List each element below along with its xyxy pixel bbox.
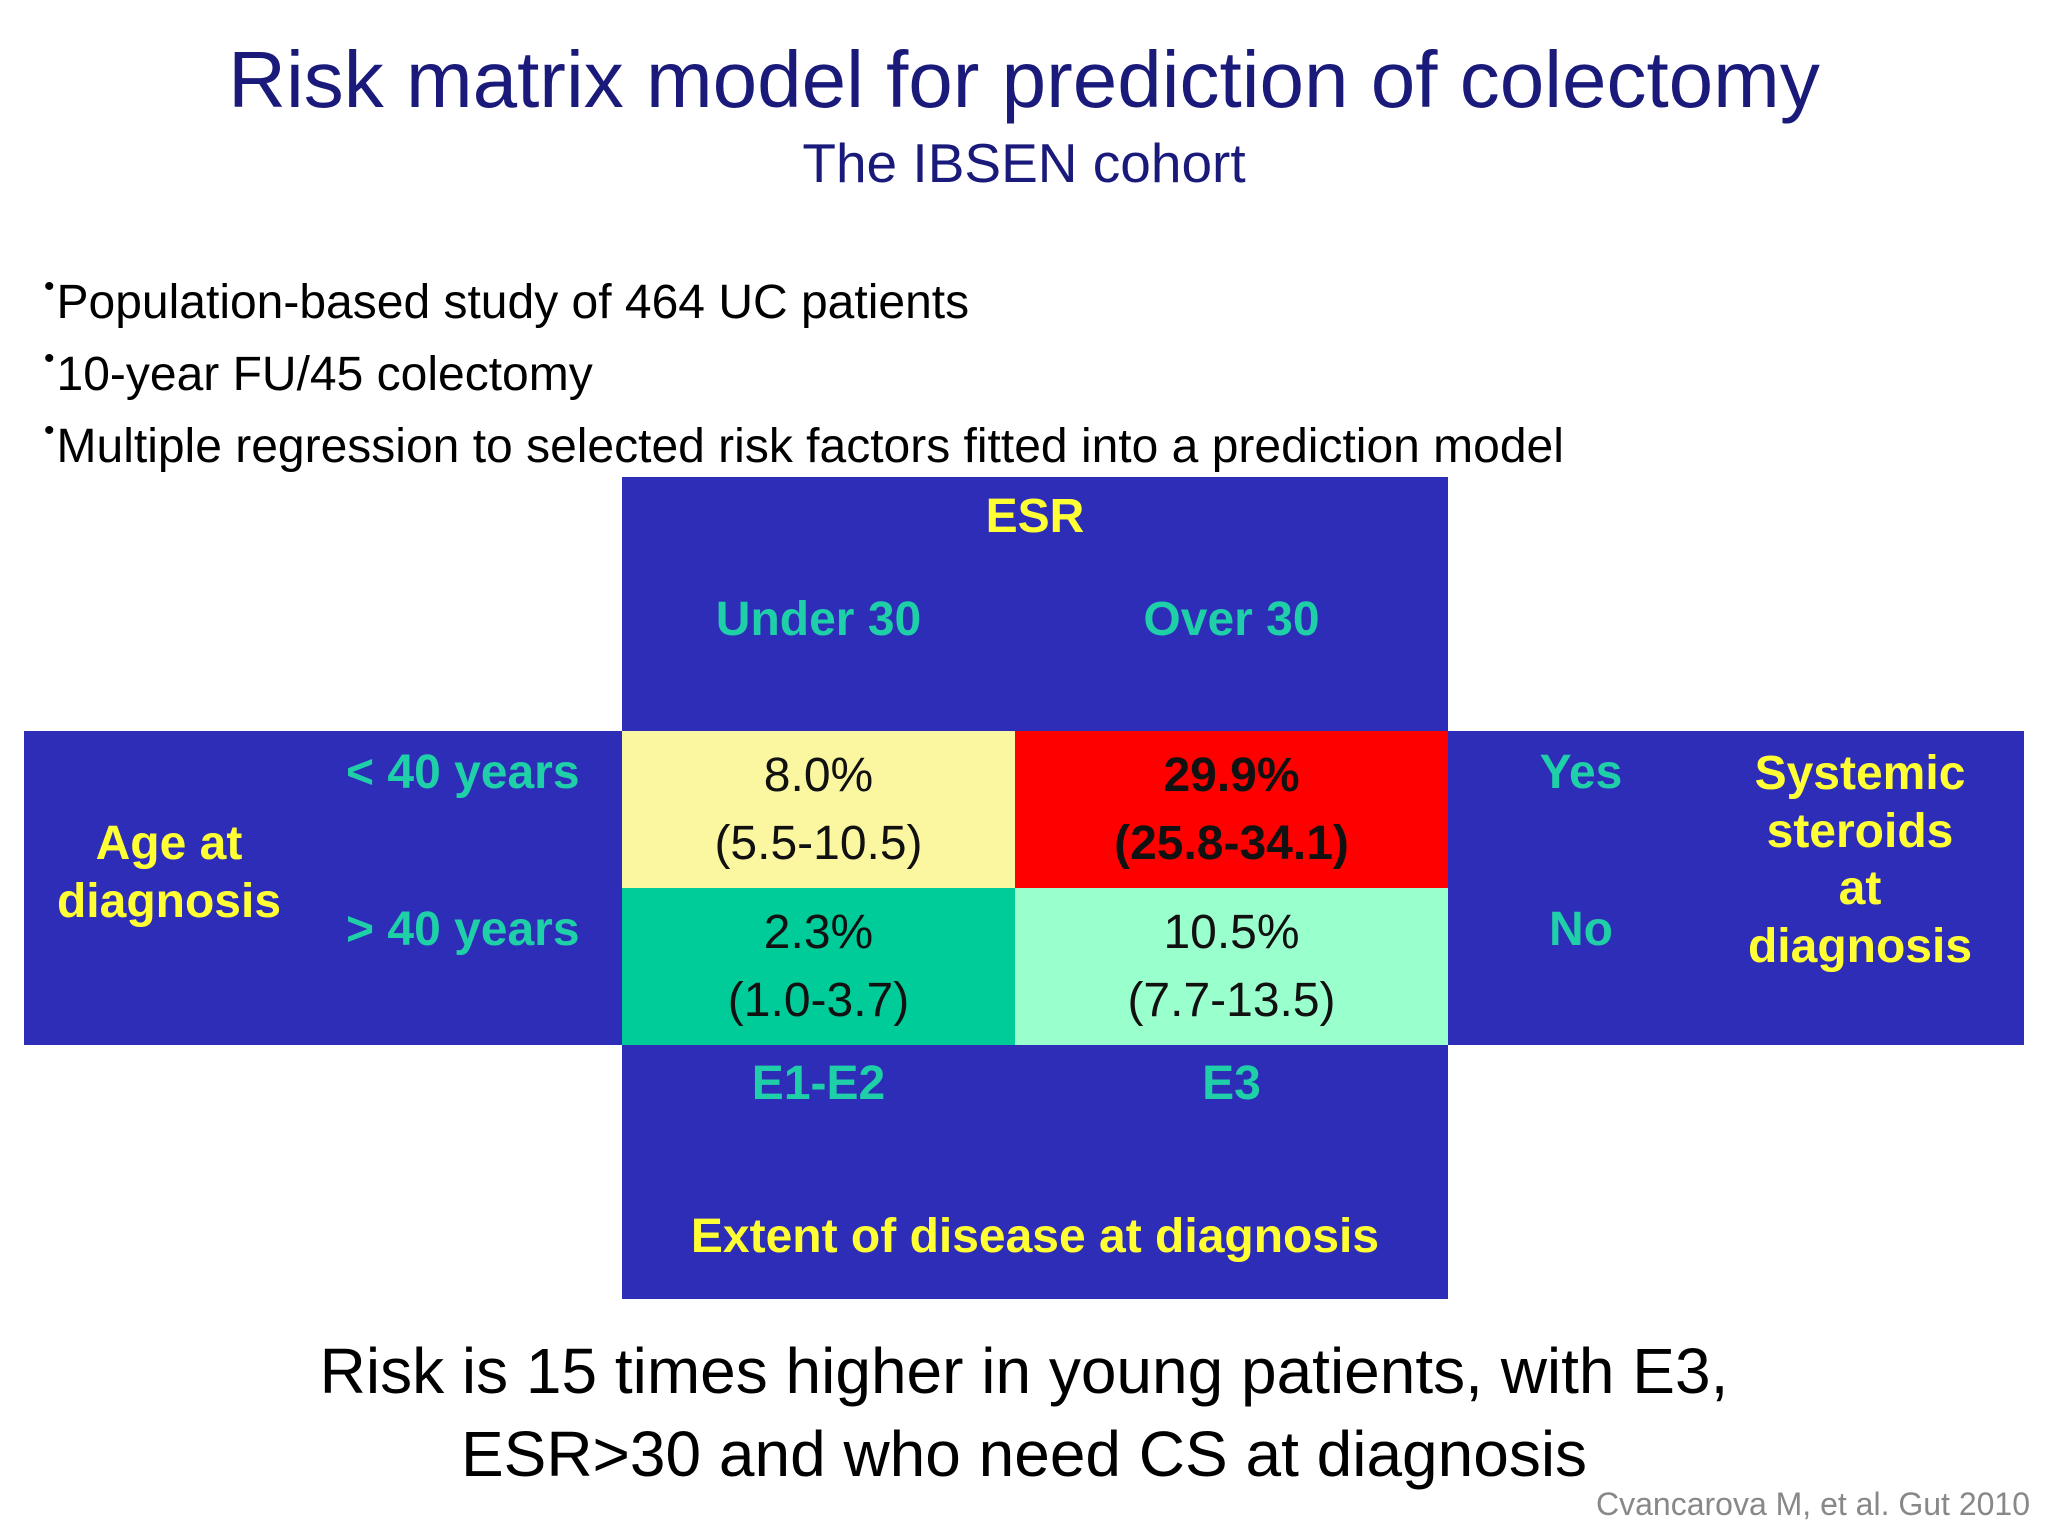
age-over-40-label: > 40 years	[346, 903, 580, 956]
risk-value: 10.5%	[1163, 906, 1300, 960]
extent-e3-label: E3	[1202, 1057, 1261, 1110]
risk-ci: (7.7-13.5)	[1127, 973, 1336, 1027]
systemic-steroids-header: Systemic steroids at diagnosis	[1747, 747, 1973, 973]
conclusion-text: Risk is 15 times higher in young patient…	[319, 1335, 1729, 1490]
steroids-yes-label: Yes	[1539, 746, 1623, 799]
bullet-icon: •	[44, 270, 55, 303]
esr-header: ESR	[985, 490, 1085, 543]
steroids-no-label: No	[1549, 903, 1613, 956]
risk-cell-old-low-esr: 2.3% (1.0-3.7)	[622, 888, 1015, 1045]
age-under-40-label: < 40 years	[346, 746, 580, 799]
bullet-icon: •	[44, 414, 55, 447]
risk-ci: (5.5-10.5)	[714, 816, 923, 870]
bullet-item: •Population-based study of 464 UC patien…	[44, 270, 970, 329]
bullet-item: •10-year FU/45 colectomy	[44, 342, 593, 401]
age-at-diagnosis-header: Age at diagnosis	[56, 817, 282, 928]
esr-header-panel	[622, 477, 1448, 731]
risk-value: 29.9%	[1163, 749, 1300, 803]
citation: Cvancarova M, et al. Gut 2010	[1596, 1486, 2030, 1522]
slide-subtitle: The IBSEN cohort	[802, 132, 1246, 194]
bullet-icon: •	[44, 342, 55, 375]
esr-under-30-label: Under 30	[715, 593, 922, 646]
risk-cell-young-high-esr: 29.9% (25.8-34.1)	[1015, 731, 1448, 888]
risk-cell-old-high-esr: 10.5% (7.7-13.5)	[1015, 888, 1448, 1045]
extent-e1-e2-label: E1-E2	[751, 1057, 886, 1110]
extent-of-disease-header: Extent of disease at diagnosis	[690, 1210, 1380, 1263]
risk-ci: (25.8-34.1)	[1114, 816, 1349, 870]
bullet-item: •Multiple regression to selected risk fa…	[44, 414, 1564, 473]
risk-value: 2.3%	[763, 906, 874, 960]
risk-cell-young-low-esr: 8.0% (5.5-10.5)	[622, 731, 1015, 888]
esr-over-30-label: Over 30	[1143, 593, 1320, 646]
extent-footer-panel	[622, 1045, 1448, 1299]
slide-title: Risk matrix model for prediction of cole…	[228, 35, 1820, 124]
risk-value: 8.0%	[763, 749, 874, 803]
risk-ci: (1.0-3.7)	[727, 973, 910, 1027]
